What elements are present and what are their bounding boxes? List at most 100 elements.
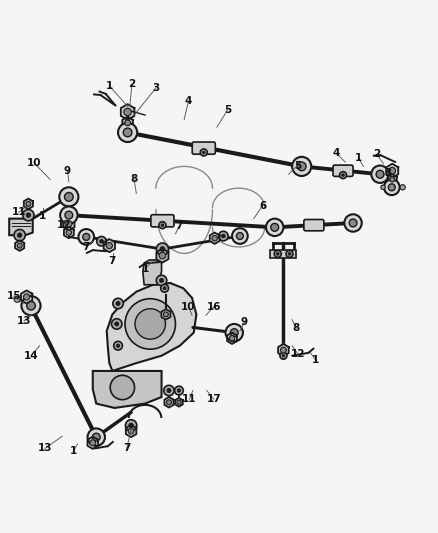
Circle shape <box>376 171 384 178</box>
Circle shape <box>125 298 176 349</box>
Circle shape <box>381 185 385 189</box>
Text: 7: 7 <box>175 221 183 231</box>
Polygon shape <box>161 309 170 320</box>
Circle shape <box>222 234 225 238</box>
Polygon shape <box>104 239 115 252</box>
Circle shape <box>118 123 137 142</box>
Circle shape <box>110 375 134 400</box>
Polygon shape <box>21 290 32 303</box>
Text: 5: 5 <box>294 160 301 171</box>
Circle shape <box>66 221 72 227</box>
Polygon shape <box>164 397 173 408</box>
Circle shape <box>90 440 96 446</box>
Circle shape <box>18 233 22 237</box>
Text: 10: 10 <box>181 302 196 312</box>
Circle shape <box>288 253 291 255</box>
Circle shape <box>166 400 171 405</box>
Circle shape <box>226 324 243 341</box>
Text: 3: 3 <box>152 83 159 93</box>
Circle shape <box>177 400 181 405</box>
Text: 12: 12 <box>57 220 72 230</box>
Circle shape <box>163 287 166 290</box>
Circle shape <box>14 230 25 241</box>
Polygon shape <box>122 117 133 129</box>
Circle shape <box>66 230 71 235</box>
Circle shape <box>159 278 164 282</box>
FancyBboxPatch shape <box>151 215 174 227</box>
Circle shape <box>128 428 134 434</box>
Circle shape <box>123 128 132 137</box>
Text: 4: 4 <box>185 96 192 106</box>
Circle shape <box>14 296 20 302</box>
Circle shape <box>17 243 22 248</box>
Circle shape <box>114 341 122 350</box>
Circle shape <box>27 301 35 310</box>
Text: 6: 6 <box>259 200 266 211</box>
Circle shape <box>156 275 167 286</box>
Text: 5: 5 <box>224 105 231 115</box>
Circle shape <box>230 329 238 336</box>
Circle shape <box>97 237 106 246</box>
Polygon shape <box>88 437 98 449</box>
FancyBboxPatch shape <box>333 165 353 176</box>
Circle shape <box>125 120 131 126</box>
Circle shape <box>26 213 31 217</box>
Polygon shape <box>156 249 169 263</box>
Circle shape <box>113 298 123 309</box>
Circle shape <box>274 251 281 257</box>
Circle shape <box>65 211 73 219</box>
Circle shape <box>292 157 311 176</box>
Circle shape <box>389 167 396 174</box>
Text: 4: 4 <box>333 148 340 158</box>
Circle shape <box>286 251 293 257</box>
Circle shape <box>177 389 181 392</box>
Polygon shape <box>121 104 134 120</box>
Circle shape <box>83 233 90 240</box>
Text: 14: 14 <box>24 351 38 361</box>
Circle shape <box>159 252 166 259</box>
Polygon shape <box>107 283 196 371</box>
Circle shape <box>161 224 164 227</box>
Text: 3: 3 <box>384 168 392 178</box>
Circle shape <box>116 344 120 348</box>
Polygon shape <box>388 174 397 184</box>
Text: 13: 13 <box>17 316 31 326</box>
Circle shape <box>88 429 105 446</box>
Circle shape <box>163 312 168 317</box>
Circle shape <box>371 166 389 183</box>
Circle shape <box>390 177 395 182</box>
Circle shape <box>161 284 169 292</box>
Polygon shape <box>15 240 24 251</box>
Circle shape <box>344 214 362 232</box>
Text: 1: 1 <box>70 447 77 456</box>
Circle shape <box>124 108 131 116</box>
Text: 9: 9 <box>64 166 71 176</box>
Text: 8: 8 <box>131 174 138 184</box>
Circle shape <box>280 352 287 359</box>
Circle shape <box>64 192 73 201</box>
Circle shape <box>342 174 344 176</box>
Circle shape <box>232 228 248 244</box>
Polygon shape <box>64 227 74 238</box>
Circle shape <box>266 219 283 236</box>
Circle shape <box>202 151 205 154</box>
Circle shape <box>339 172 346 179</box>
Circle shape <box>135 309 166 339</box>
Circle shape <box>24 294 30 300</box>
Circle shape <box>219 231 228 241</box>
Text: 15: 15 <box>6 291 21 301</box>
Polygon shape <box>386 164 398 177</box>
Circle shape <box>78 229 94 245</box>
Circle shape <box>92 433 100 441</box>
Circle shape <box>280 347 286 353</box>
Text: 11: 11 <box>182 394 197 404</box>
Circle shape <box>271 223 279 231</box>
Circle shape <box>389 184 395 191</box>
Circle shape <box>237 232 244 239</box>
Circle shape <box>21 296 41 315</box>
FancyBboxPatch shape <box>192 142 215 154</box>
Circle shape <box>297 162 306 171</box>
Polygon shape <box>93 371 162 408</box>
Text: 10: 10 <box>27 158 41 168</box>
Circle shape <box>99 239 103 243</box>
